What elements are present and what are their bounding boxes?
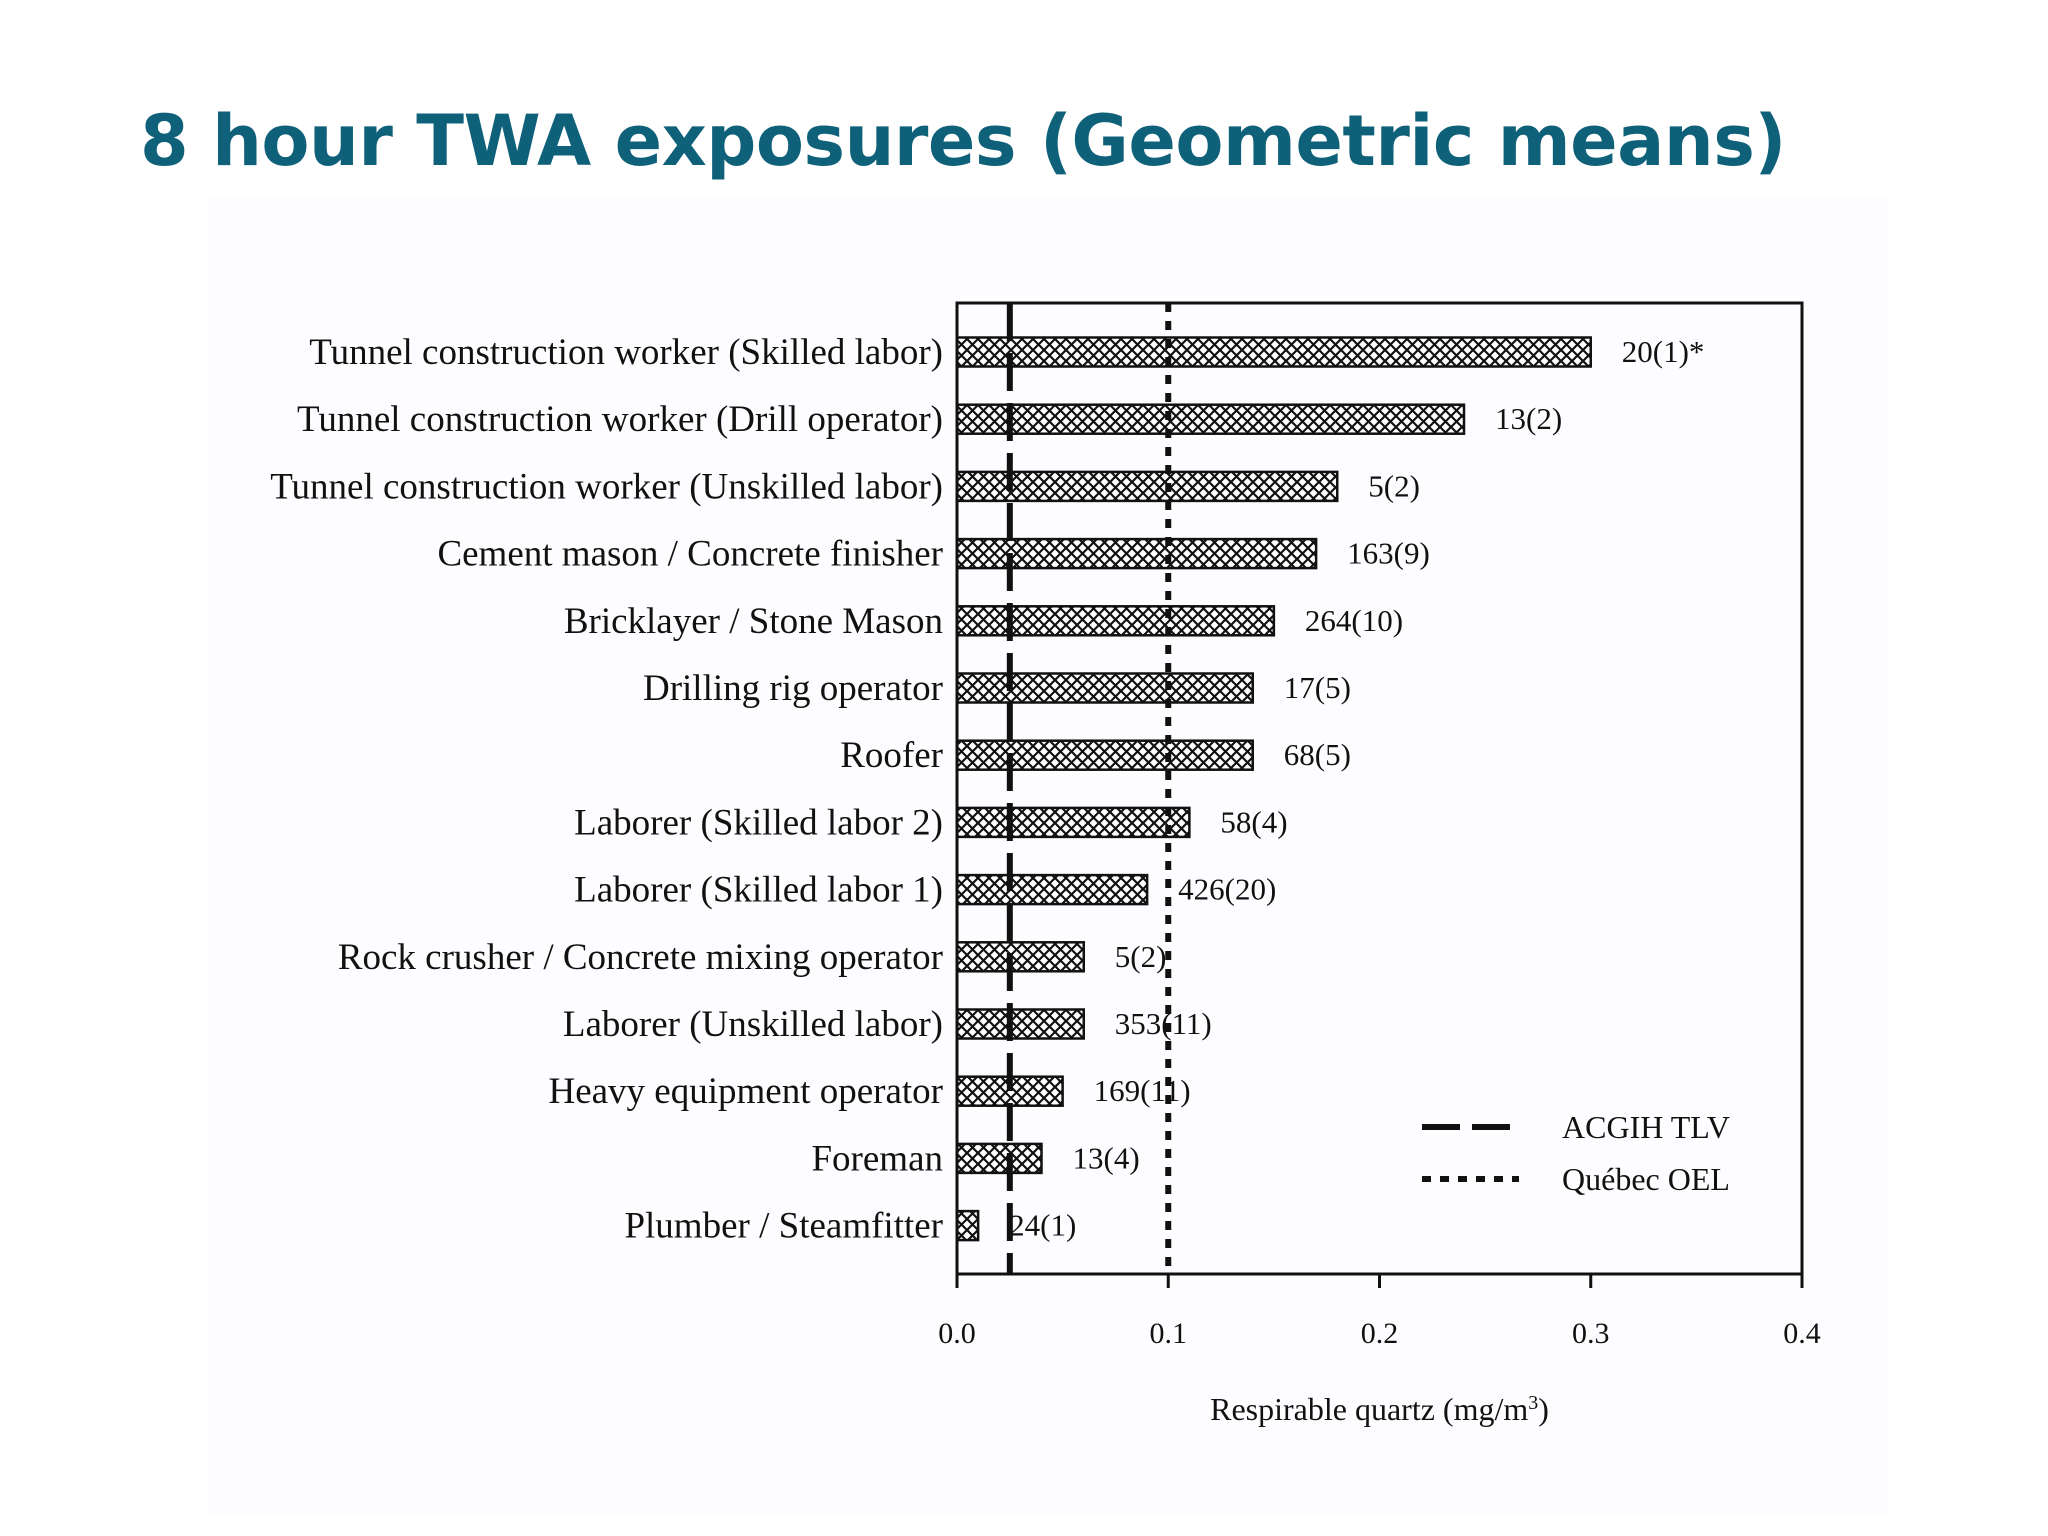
bar-value-label: 264(10)	[1305, 603, 1403, 638]
bar	[955, 336, 1592, 368]
slide-title: 8 hour TWA exposures (Geometric means)	[140, 100, 1786, 182]
bar-value-label: 163(9)	[1347, 536, 1430, 571]
bar-value-label: 58(4)	[1220, 804, 1287, 839]
category-label: Tunnel construction worker (Unskilled la…	[270, 466, 943, 507]
bar-value-label: 169(11)	[1094, 1073, 1191, 1108]
bar-value-label: 353(11)	[1115, 1006, 1212, 1041]
bar-value-label: 5(2)	[1368, 468, 1420, 503]
category-label: Laborer (Skilled labor 1)	[574, 870, 943, 911]
category-label: Heavy equipment operator	[548, 1071, 943, 1112]
legend-label: ACGIH TLV	[1562, 1109, 1730, 1145]
category-label: Rock crusher / Concrete mixing operator	[338, 937, 943, 978]
bar	[955, 672, 1254, 704]
bars-layer	[955, 336, 1592, 1242]
category-label: Foreman	[811, 1138, 943, 1179]
category-label: Drilling rig operator	[643, 668, 943, 709]
category-label: Laborer (Skilled labor 2)	[574, 802, 943, 843]
category-label: Tunnel construction worker (Skilled labo…	[309, 332, 943, 373]
category-label: Bricklayer / Stone Mason	[564, 601, 943, 642]
bar-value-label: 13(4)	[1073, 1140, 1140, 1175]
category-label: Roofer	[840, 735, 943, 776]
category-label: Tunnel construction worker (Drill operat…	[297, 399, 943, 440]
x-tick-label: 0.4	[1783, 1317, 1821, 1350]
x-tick-label: 0.3	[1572, 1317, 1610, 1350]
bar	[955, 806, 1191, 839]
labels-layer: Tunnel construction worker (Skilled labo…	[270, 332, 1821, 1427]
bar	[955, 605, 1276, 637]
x-tick-label: 0.2	[1361, 1317, 1399, 1350]
bar-value-label: 426(20)	[1178, 872, 1276, 907]
bar-value-label: 24(1)	[1009, 1208, 1076, 1243]
bar-value-label: 13(2)	[1495, 401, 1562, 436]
category-label: Plumber / Steamfitter	[624, 1206, 943, 1247]
category-label: Cement mason / Concrete finisher	[437, 534, 943, 575]
bar-value-label: 17(5)	[1284, 670, 1351, 705]
bar	[955, 1142, 1043, 1175]
bar	[955, 1008, 1085, 1040]
exposure-bar-chart: Tunnel construction worker (Skilled labo…	[270, 301, 1821, 1427]
plot-frame	[955, 301, 1804, 1288]
bar	[955, 1209, 980, 1242]
figure-panel: Tunnel construction worker (Skilled labo…	[208, 196, 1888, 1516]
legend-label: Québec OEL	[1562, 1161, 1730, 1197]
bar	[955, 403, 1466, 435]
bar	[955, 739, 1254, 771]
bar	[955, 470, 1339, 503]
bar-value-label: 20(1)*	[1622, 334, 1705, 369]
chart-legend: ACGIH TLV Québec OEL	[1422, 1109, 1730, 1197]
x-tick-label: 0.0	[938, 1317, 976, 1350]
bar-value-label: 5(2)	[1115, 939, 1167, 974]
category-label: Laborer (Unskilled labor)	[563, 1004, 943, 1045]
reference-lines-layer	[1006, 303, 1172, 1274]
x-axis-title: Respirable quartz (mg/m3)	[1210, 1391, 1549, 1427]
bar	[955, 873, 1149, 906]
bar	[955, 941, 1085, 973]
x-tick-label: 0.1	[1150, 1317, 1188, 1350]
bar-value-label: 68(5)	[1284, 737, 1351, 772]
